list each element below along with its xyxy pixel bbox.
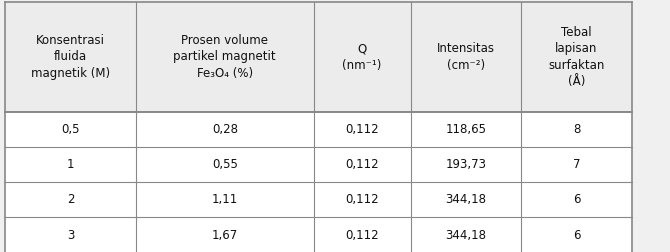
- Text: 344,18: 344,18: [446, 193, 486, 206]
- Text: Prosen volume
partikel magnetit
Fe₃O₄ (%): Prosen volume partikel magnetit Fe₃O₄ (%…: [174, 34, 276, 80]
- Text: 0,5: 0,5: [62, 123, 80, 136]
- Text: 1,67: 1,67: [212, 229, 238, 242]
- Text: 0,112: 0,112: [345, 193, 379, 206]
- Text: 344,18: 344,18: [446, 229, 486, 242]
- Text: 1: 1: [67, 158, 74, 171]
- Text: Tebal
lapisan
surfaktan
(Å): Tebal lapisan surfaktan (Å): [548, 25, 605, 88]
- Text: 1,11: 1,11: [212, 193, 238, 206]
- Text: 6: 6: [573, 229, 580, 242]
- Text: 6: 6: [573, 193, 580, 206]
- Text: 0,112: 0,112: [345, 123, 379, 136]
- Text: 0,28: 0,28: [212, 123, 238, 136]
- Bar: [5, 2, 632, 112]
- Text: Q
(nm⁻¹): Q (nm⁻¹): [342, 42, 382, 72]
- Text: 3: 3: [67, 229, 74, 242]
- Text: 2: 2: [67, 193, 74, 206]
- Text: 0,112: 0,112: [345, 158, 379, 171]
- Text: 8: 8: [573, 123, 580, 136]
- Text: Intensitas
(cm⁻²): Intensitas (cm⁻²): [437, 42, 495, 72]
- Text: 0,112: 0,112: [345, 229, 379, 242]
- Text: 7: 7: [573, 158, 580, 171]
- Text: 0,55: 0,55: [212, 158, 238, 171]
- Text: 193,73: 193,73: [446, 158, 486, 171]
- Text: 118,65: 118,65: [446, 123, 486, 136]
- Text: Konsentrasi
fluida
magnetik (M): Konsentrasi fluida magnetik (M): [31, 34, 111, 80]
